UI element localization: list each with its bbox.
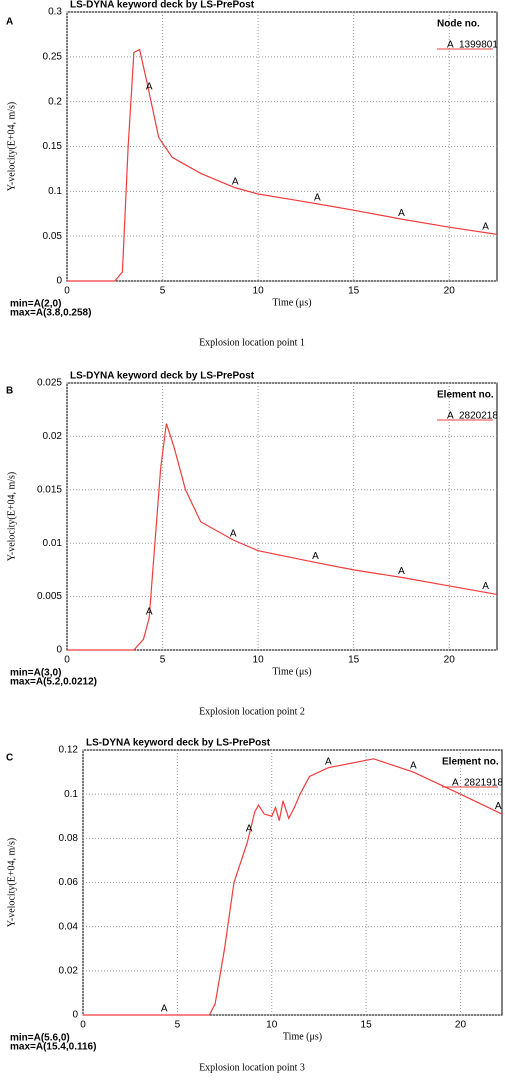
- line-marker: A: [495, 801, 502, 812]
- x-tick-label: 0: [64, 655, 70, 666]
- x-tick-label: 20: [444, 655, 456, 666]
- chart-title: LS-DYNA keyword deck by LS-PrePost: [70, 371, 255, 382]
- panel-letter: B: [6, 386, 13, 397]
- y-tick-label: 0: [56, 645, 62, 656]
- y-tick-label: 0.05: [43, 231, 63, 242]
- data-line: [67, 423, 498, 651]
- legend-label: 2821918: [464, 778, 503, 789]
- line-marker: A: [246, 824, 253, 835]
- plot-area: [82, 749, 503, 1016]
- min-label: min=A(3,0): [10, 668, 61, 679]
- line-marker: A: [325, 756, 332, 767]
- plot-area: [66, 382, 498, 651]
- y-tick-label: 0.02: [43, 431, 63, 442]
- x-tick-label: 5: [160, 286, 166, 297]
- y-tick-label: 0.04: [59, 921, 79, 932]
- y-tick-label: 0.025: [37, 378, 62, 389]
- line-marker: A: [410, 761, 417, 772]
- legend-label: 1399801: [459, 40, 498, 51]
- x-tick-label: 10: [253, 286, 265, 297]
- y-axis-label: Y-velocity(E+04, m/s): [6, 838, 17, 928]
- panel-letter: A: [6, 17, 13, 28]
- y-tick-label: 0.12: [59, 745, 79, 756]
- legend-marker: A: [447, 411, 454, 422]
- max-label: max=A(15.4,0.116): [10, 1042, 96, 1053]
- x-tick-label: 15: [361, 1020, 373, 1031]
- y-tick-label: 0: [56, 276, 62, 287]
- x-tick-label: 20: [444, 286, 456, 297]
- y-tick-label: 0.3: [48, 7, 62, 18]
- line-marker: A: [314, 193, 321, 204]
- x-tick-label: 5: [160, 655, 166, 666]
- x-axis-label: Time (μs): [272, 666, 311, 677]
- legend-label: 2820218: [459, 411, 498, 422]
- max-label: max=A(5.2,0.0212): [10, 677, 97, 688]
- y-tick-label: 0.02: [59, 965, 79, 976]
- line-marker: A: [398, 208, 405, 219]
- y-tick-label: 0.2: [48, 96, 62, 107]
- data-line: [83, 758, 503, 1016]
- x-tick-label: 15: [348, 286, 360, 297]
- line-marker: A: [146, 81, 153, 92]
- y-tick-label: 0.01: [43, 538, 63, 549]
- x-tick-label: 20: [455, 1020, 467, 1031]
- panel-letter: C: [6, 753, 13, 764]
- legend-title: Node no.: [437, 19, 480, 30]
- x-tick-label: 0: [80, 1020, 86, 1031]
- line-marker: A: [146, 607, 153, 618]
- line-marker: A: [232, 176, 239, 187]
- y-tick-label: 0.25: [43, 51, 63, 62]
- y-tick-label: 0.1: [48, 186, 62, 197]
- plot-area: [66, 11, 498, 282]
- legend-marker: A: [447, 40, 454, 51]
- line-marker: A: [230, 529, 237, 540]
- caption: Explosion location point 1: [199, 337, 305, 348]
- max-label: max=A(3.8,0.258): [10, 308, 91, 319]
- y-tick-label: 0.08: [59, 833, 79, 844]
- line-marker: A: [161, 1004, 168, 1015]
- chart-title: LS-DYNA keyword deck by LS-PrePost: [86, 738, 271, 749]
- x-tick-label: 5: [175, 1020, 181, 1031]
- y-tick-label: 0.005: [37, 591, 62, 602]
- legend-title: Element no.: [442, 757, 499, 768]
- y-axis-label: Y-velocity(E+04, m/s): [6, 102, 17, 192]
- x-axis-label: Time (μs): [283, 1031, 322, 1042]
- y-tick-label: 0: [72, 1010, 78, 1021]
- line-marker: A: [482, 221, 489, 232]
- min-label: min=A(2,0): [10, 299, 61, 310]
- x-tick-label: 10: [253, 655, 265, 666]
- y-tick-label: 0.1: [64, 789, 78, 800]
- caption: Explosion location point 2: [199, 706, 305, 717]
- legend-title: Element no.: [437, 390, 494, 401]
- chart-title: LS-DYNA keyword deck by LS-PrePost: [70, 0, 255, 11]
- y-tick-label: 0.06: [59, 877, 79, 888]
- y-tick-label: 0.015: [37, 484, 62, 495]
- x-tick-label: 10: [266, 1020, 278, 1031]
- line-marker: A: [312, 551, 319, 562]
- x-tick-label: 0: [64, 286, 70, 297]
- x-tick-label: 15: [348, 655, 360, 666]
- x-axis-label: Time (μs): [272, 297, 311, 308]
- legend-marker: A: [452, 778, 459, 789]
- y-tick-label: 0.15: [43, 141, 63, 152]
- line-marker: A: [398, 566, 405, 577]
- data-line: [67, 48, 498, 282]
- min-label: min=A(5.6,0): [10, 1033, 70, 1044]
- y-axis-label: Y-velocity(E+04, m/s): [6, 472, 17, 562]
- caption: Explosion location point 3: [199, 1062, 305, 1073]
- line-marker: A: [482, 581, 489, 592]
